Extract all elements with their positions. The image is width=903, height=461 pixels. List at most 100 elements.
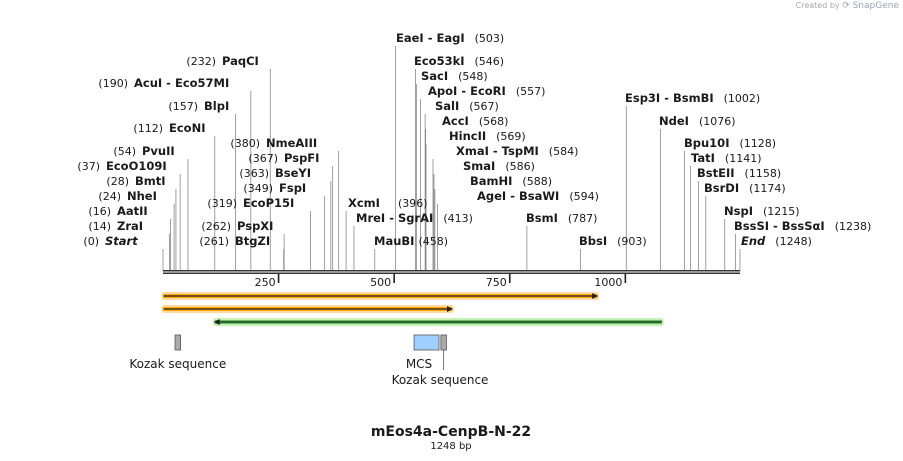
site-acci: AccI (568) [442,114,508,128]
site-pspxi: PspXI (262) [201,219,273,233]
site-eaei: EaeI - EagI (503) [396,31,504,45]
feature-box [174,334,181,351]
site-position: (367) [248,152,278,165]
site-position: (319) [207,197,237,210]
site-name: Bpu10I [684,136,729,150]
site-agei: AgeI - BsaWI (594) [477,189,599,203]
site-position: (586) [505,160,535,173]
map-subtitle: 1248 bp [430,441,471,452]
site-position: (1002) [724,92,761,105]
site-position: (1215) [763,205,800,218]
site-position: (458) [418,235,448,248]
site-name: AgeI - BsaWI [477,189,559,203]
site-position: (588) [522,175,552,188]
site-fspi: FspI (349) [243,181,306,195]
site-ecoo109i: EcoO109I (37) [77,159,166,173]
site-tati: TatI (1141) [691,151,761,165]
site-eco53ki: Eco53kI (546) [414,54,504,68]
site-esp3i: Esp3I - BsmBI (1002) [625,91,760,105]
site-hincii: HincII (569) [449,129,526,143]
site-position: (1174) [749,182,786,195]
site-name: AccI [442,114,469,128]
site-position: (157) [168,100,198,113]
feature-kozak-sequence: Kozak sequence [392,334,488,387]
site-name: SmaI [463,159,495,173]
site-bseyi: BseYI (363) [239,166,311,180]
site-name: EcoNI [169,121,205,135]
site-zrai: ZraI (14) [88,219,143,233]
site-name: MreI - SgrAI [356,211,433,225]
site-position: (380) [230,137,260,150]
site-position: (546) [475,55,505,68]
site-ecop15i: EcoP15I (319) [207,196,294,210]
site-name: ApoI - EcoRI [428,84,506,98]
site-bmti: BmtI (28) [106,174,165,188]
site-position: (1076) [699,115,736,128]
feature-box [440,334,447,351]
site-bsmi: BsmI (787) [526,211,597,225]
orf-arrow [212,318,664,326]
site-acui: AcuI - Eco57MI (190) [98,76,229,90]
feature-box [413,334,440,351]
orf-arrowhead [446,306,453,312]
site-position: (0) [83,235,99,248]
site-position: (503) [475,32,505,45]
site-position: (1238) [835,220,872,233]
site-name: FspI [279,181,306,195]
site-name: MauBI [374,234,414,248]
feature-mcs: MCS [406,334,440,371]
site-bsssi: BssSI - BssSαI (1238) [734,219,871,233]
site-blpi: BlpI (157) [168,99,229,113]
features: Kozak sequence MCS Kozak sequence [129,334,488,387]
site-position: (787) [568,212,598,225]
orf-arrowhead [213,319,220,325]
site-saci: SacI (548) [421,69,488,83]
site-position: (262) [201,220,231,233]
site-name: NheI [127,189,157,203]
site-name: NdeI [659,114,689,128]
ruler-ticks: 250 500 750 1000 [255,273,627,289]
site-name: PspFI [284,151,319,165]
site-btgzi: BtgZI (261) [199,234,270,248]
site-nhei: NheI (24) [98,189,156,203]
site-name: TatI [691,151,715,165]
site-position: (54) [113,145,136,158]
site-name: SalI [435,99,459,113]
site-name: BamHI [470,174,512,188]
ruler-tick-label: 250 [255,276,276,289]
site-name: XcmI [348,196,380,210]
site-position: (548) [458,70,488,83]
site-position: (363) [239,167,269,180]
site-bsrdi: BsrDI (1174) [704,181,786,195]
site-name: PvuII [142,144,175,158]
feature-label: Kozak sequence [129,357,226,371]
site-position: (112) [133,122,163,135]
site-position: (261) [199,235,229,248]
orf-arrowhead [592,293,599,299]
feature-label: MCS [406,357,432,371]
site-position: (569) [496,130,526,143]
site-name: NmeAIII [266,136,317,150]
sequence-backbone [163,270,740,274]
site-name: BssSI - BssSαI [734,219,825,233]
site-name: Start [105,234,138,248]
site-position: (14) [88,220,111,233]
site-position: (568) [479,115,509,128]
site-name: PaqCI [222,54,259,68]
site-labels: Start (0) ZraI (14) AatII (16) NheI (24) BmtI (28… [77,31,871,248]
site-name: BtgZI [235,234,270,248]
site-apoi: ApoI - EcoRI (557) [428,84,545,98]
site-maubi: MauBI (458) [374,234,448,248]
site-position: (1128) [739,137,776,150]
site-position: (584) [549,145,579,158]
site-name: BstEII [697,166,735,180]
site-aatii: AatII (16) [88,204,147,218]
site-xcmi: XcmI (396) [348,196,428,210]
site-name: BseYI [275,166,311,180]
site-position: (349) [243,182,273,195]
site-position: (190) [98,77,128,90]
ruler-tick-label: 750 [486,276,507,289]
site-position: (37) [77,160,100,173]
site-bsteii: BstEII (1158) [697,166,781,180]
